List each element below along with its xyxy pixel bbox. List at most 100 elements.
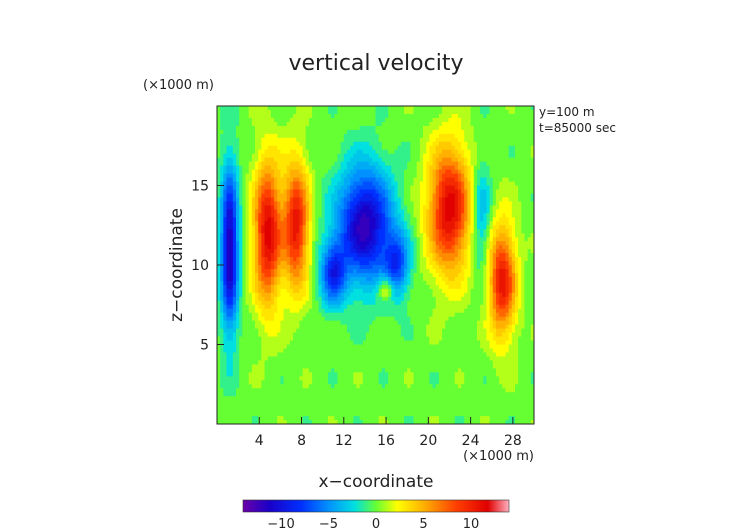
heatmap-cell [299, 121, 304, 127]
heatmap-cell [321, 280, 326, 286]
heatmap-cell [318, 416, 323, 421]
heatmap-cell [365, 249, 370, 254]
heatmap-cell [239, 233, 243, 238]
heatmap-cell [343, 408, 348, 413]
heatmap-cell [356, 300, 361, 306]
heatmap-cell [378, 137, 383, 143]
heatmap-cell [264, 396, 269, 401]
heatmap-cell [337, 149, 342, 155]
heatmap-cell [378, 113, 383, 119]
heatmap-cell [404, 332, 408, 338]
heatmap-cell [220, 288, 224, 294]
heatmap-cell [391, 149, 396, 155]
heatmap-cell [397, 396, 402, 401]
heatmap-cell [229, 265, 234, 270]
heatmap-cell [337, 332, 342, 338]
heatmap-cell [372, 408, 377, 413]
heatmap-cell [318, 253, 323, 258]
heatmap-cell [372, 165, 377, 171]
heatmap-cell [404, 113, 408, 119]
heatmap-cell [369, 173, 373, 179]
heatmap-cell [286, 153, 291, 159]
heatmap-cell [407, 217, 411, 222]
heatmap-cell [223, 261, 228, 266]
heatmap-cell [232, 257, 237, 262]
heatmap-cell [321, 408, 326, 413]
heatmap-cell [217, 268, 221, 274]
heatmap-cell [331, 360, 335, 365]
heatmap-cell [299, 145, 304, 151]
heatmap-cell [369, 185, 373, 191]
heatmap-cell [324, 221, 329, 226]
heatmap-cell [343, 233, 348, 238]
heatmap-cell [385, 320, 389, 326]
heatmap-cell [267, 221, 272, 226]
heatmap-cell [267, 356, 272, 362]
heatmap-cell [315, 249, 320, 254]
heatmap-cell [217, 201, 221, 206]
heatmap-cell [385, 336, 389, 342]
heatmap-cell [359, 332, 364, 338]
heatmap-cell [334, 332, 339, 338]
heatmap-cell [346, 352, 351, 358]
heatmap-cell [391, 117, 396, 123]
heatmap-cell [289, 312, 294, 318]
heatmap-cell [397, 316, 402, 322]
heatmap-cell [239, 225, 243, 230]
heatmap-cell [245, 344, 250, 350]
heatmap-cell [372, 217, 377, 222]
heatmap-cell [365, 312, 370, 318]
heatmap-cell [340, 340, 345, 346]
heatmap-cell [346, 137, 351, 143]
heatmap-cell [255, 149, 259, 155]
heatmap-cell [264, 268, 269, 274]
heatmap-cell [375, 177, 380, 183]
heatmap-cell [337, 360, 342, 365]
heatmap-cell [220, 177, 224, 183]
heatmap-cell [346, 396, 351, 401]
heatmap-cell [407, 205, 411, 210]
heatmap-cell [277, 364, 281, 369]
heatmap-cell [362, 221, 367, 226]
heatmap-cell [293, 280, 297, 286]
heatmap-cell [277, 177, 281, 183]
heatmap-cell [229, 145, 234, 151]
heatmap-cell [407, 384, 411, 389]
heatmap-cell [369, 420, 373, 424]
heatmap-cell [264, 125, 269, 131]
heatmap-cell [245, 217, 250, 222]
heatmap-cell [378, 296, 383, 302]
heatmap-cell [394, 241, 399, 246]
heatmap-cell [308, 416, 313, 421]
heatmap-cell [302, 396, 307, 401]
heatmap-cell [226, 137, 231, 143]
heatmap-cell [318, 380, 323, 385]
heatmap-cell [226, 149, 231, 155]
heatmap-cell [334, 356, 339, 362]
heatmap-cell [286, 221, 291, 226]
heatmap-cell [305, 153, 310, 159]
heatmap-cell [365, 332, 370, 338]
heatmap-cell [388, 328, 392, 334]
heatmap-cell [296, 253, 301, 258]
heatmap-cell [236, 181, 240, 187]
heatmap-cell [223, 284, 228, 290]
heatmap-cell [217, 380, 221, 385]
heatmap-cell [388, 384, 392, 389]
heatmap-cell [340, 344, 345, 350]
heatmap-cell [407, 276, 411, 282]
heatmap-cell [331, 388, 335, 393]
heatmap-cell [321, 296, 326, 302]
heatmap-cell [236, 360, 240, 365]
heatmap-cell [404, 320, 408, 326]
heatmap-cell [217, 344, 221, 350]
heatmap-cell [299, 157, 304, 163]
heatmap-cell [334, 400, 339, 405]
heatmap-cell [407, 229, 411, 234]
heatmap-cell [232, 384, 237, 389]
heatmap-cell [350, 396, 354, 401]
heatmap-cell [413, 165, 418, 171]
heatmap-cell [346, 201, 351, 206]
heatmap-cell [302, 380, 307, 385]
heatmap-cell [264, 225, 269, 230]
